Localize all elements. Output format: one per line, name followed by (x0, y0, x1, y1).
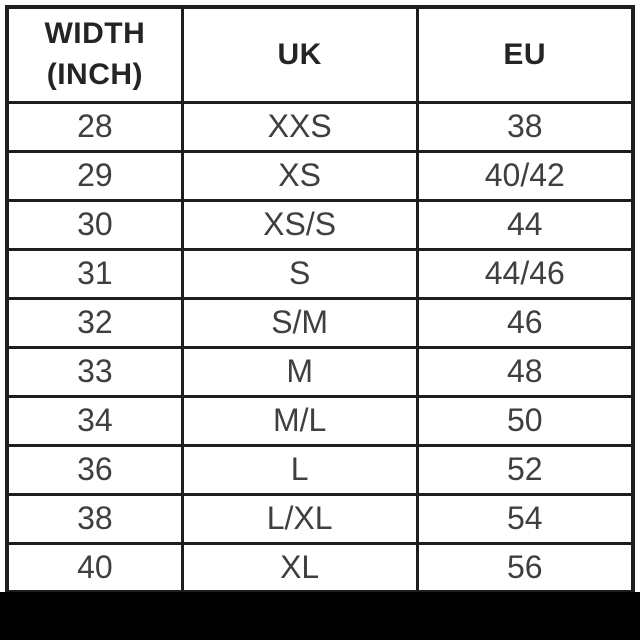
table-row: 34 M/L 50 (5, 394, 635, 447)
eu-cell: 46 (415, 296, 635, 349)
header-eu: EU (415, 5, 635, 104)
eu-cell: 44/46 (415, 247, 635, 300)
table-row: 33 M 48 (5, 345, 635, 398)
uk-cell: XS/S (180, 198, 419, 251)
table-row: 36 L 52 (5, 443, 635, 496)
width-cell: 31 (5, 247, 184, 300)
eu-cell: 56 (415, 541, 635, 594)
eu-cell: 48 (415, 345, 635, 398)
eu-cell: 50 (415, 394, 635, 447)
eu-cell: 52 (415, 443, 635, 496)
width-cell: 34 (5, 394, 184, 447)
header-width-line2: (INCH) (46, 57, 144, 91)
uk-cell: M/L (180, 394, 419, 447)
bottom-letterbox-bar (0, 592, 640, 640)
header-uk: UK (180, 5, 419, 104)
uk-cell: XL (180, 541, 419, 594)
table-row: 31 S 44/46 (5, 247, 635, 300)
width-cell: 36 (5, 443, 184, 496)
header-width-inch: WIDTH (INCH) (5, 5, 184, 104)
eu-cell: 38 (415, 100, 635, 153)
eu-cell: 54 (415, 492, 635, 545)
uk-cell: XXS (180, 100, 419, 153)
table-header-row: WIDTH (INCH) UK EU (5, 5, 635, 104)
size-conversion-table: WIDTH (INCH) UK EU 28 XXS 38 29 XS 40/42… (5, 5, 635, 594)
uk-cell: L (180, 443, 419, 496)
uk-cell: M (180, 345, 419, 398)
header-width-line1: WIDTH (44, 17, 146, 51)
uk-cell: S (180, 247, 419, 300)
uk-cell: XS (180, 149, 419, 202)
eu-cell: 40/42 (415, 149, 635, 202)
width-cell: 40 (5, 541, 184, 594)
table-row: 40 XL 56 (5, 541, 635, 594)
width-cell: 32 (5, 296, 184, 349)
table-row: 32 S/M 46 (5, 296, 635, 349)
uk-cell: L/XL (180, 492, 419, 545)
width-cell: 38 (5, 492, 184, 545)
width-cell: 29 (5, 149, 184, 202)
width-cell: 30 (5, 198, 184, 251)
table-row: 28 XXS 38 (5, 100, 635, 153)
eu-cell: 44 (415, 198, 635, 251)
table-row: 38 L/XL 54 (5, 492, 635, 545)
width-cell: 28 (5, 100, 184, 153)
table-row: 29 XS 40/42 (5, 149, 635, 202)
uk-cell: S/M (180, 296, 419, 349)
table-row: 30 XS/S 44 (5, 198, 635, 251)
width-cell: 33 (5, 345, 184, 398)
